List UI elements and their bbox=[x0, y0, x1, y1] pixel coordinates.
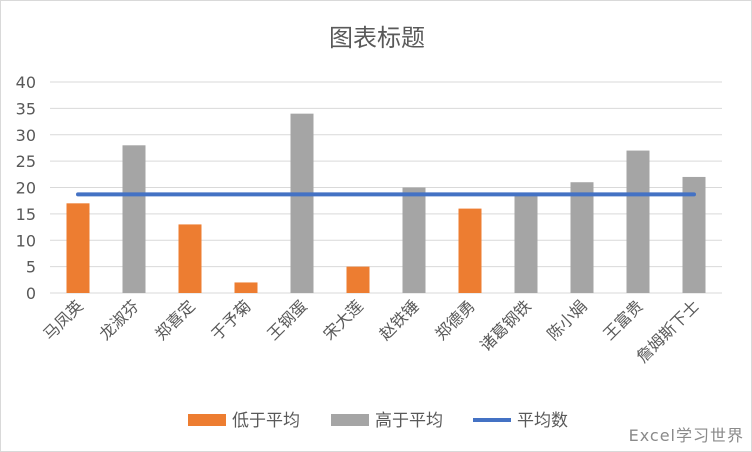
y-tick-label: 0 bbox=[26, 284, 36, 303]
y-tick-label: 40 bbox=[16, 73, 36, 92]
x-tick-label: 王钢蛋 bbox=[263, 296, 310, 343]
chart-title: 图表标题 bbox=[329, 24, 425, 52]
x-tick-label: 龙淑芬 bbox=[95, 296, 142, 343]
bar bbox=[346, 266, 370, 293]
bar bbox=[458, 208, 482, 293]
legend-label: 平均数 bbox=[517, 411, 568, 431]
bars bbox=[66, 113, 706, 294]
y-tick-label: 5 bbox=[26, 258, 36, 277]
y-axis: 0 5 10 15 20 25 30 35 40 bbox=[16, 73, 36, 303]
legend: 低于平均 高于平均 平均数 bbox=[188, 411, 568, 431]
x-tick-label: 赵铁锤 bbox=[375, 296, 422, 343]
bar bbox=[234, 282, 258, 293]
x-tick-label: 诸葛钢铁 bbox=[476, 296, 535, 355]
y-tick-label: 10 bbox=[16, 231, 36, 250]
bar bbox=[514, 192, 538, 293]
y-tick-label: 25 bbox=[16, 152, 36, 171]
y-tick-label: 20 bbox=[16, 179, 36, 198]
y-tick-label: 15 bbox=[16, 205, 36, 224]
y-tick-label: 30 bbox=[16, 126, 36, 145]
x-tick-label: 陈小娟 bbox=[543, 296, 590, 343]
legend-label: 低于平均 bbox=[232, 411, 300, 431]
bar bbox=[122, 145, 146, 293]
bar bbox=[66, 203, 90, 293]
watermark: Excel学习世界 bbox=[628, 426, 744, 445]
bar bbox=[626, 150, 650, 293]
bar bbox=[682, 176, 706, 293]
y-tick-label: 35 bbox=[16, 99, 36, 118]
x-tick-label: 王富贵 bbox=[599, 296, 646, 343]
bar bbox=[402, 187, 426, 293]
x-tick-label: 郑喜定 bbox=[151, 296, 198, 343]
bar bbox=[570, 182, 594, 293]
x-tick-label: 宋大莲 bbox=[319, 296, 366, 343]
legend-label: 高于平均 bbox=[375, 411, 443, 431]
legend-swatch bbox=[188, 414, 226, 426]
bar bbox=[178, 224, 202, 293]
legend-swatch bbox=[331, 414, 369, 426]
x-tick-label: 于予菊 bbox=[207, 296, 254, 343]
bar bbox=[290, 113, 314, 294]
x-tick-label: 郑德勇 bbox=[431, 296, 478, 343]
x-tick-label: 马凤英 bbox=[39, 296, 86, 343]
gridlines bbox=[50, 81, 722, 294]
